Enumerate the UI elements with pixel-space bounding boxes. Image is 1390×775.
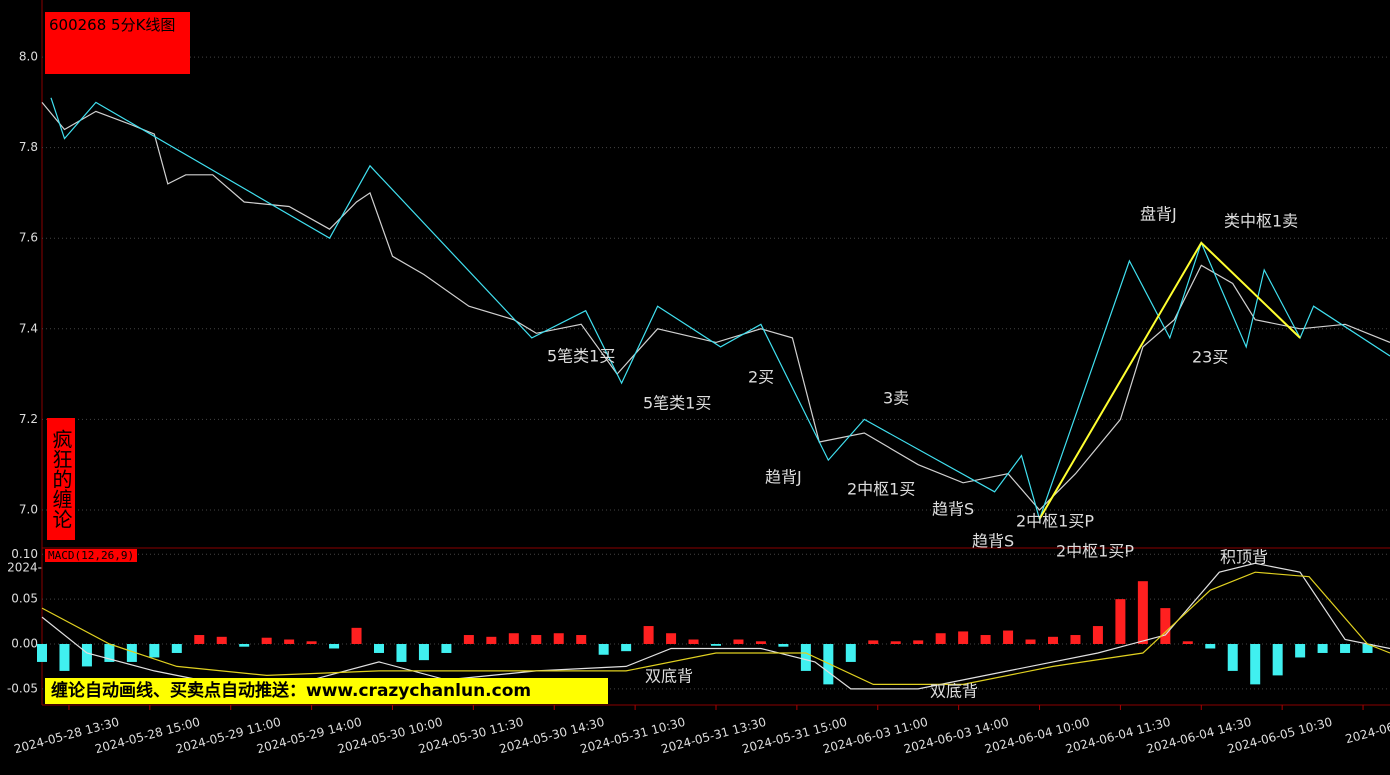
macd-bar bbox=[463, 635, 474, 644]
macd-bar bbox=[37, 643, 47, 662]
macd-bar bbox=[890, 641, 901, 644]
macd-bar bbox=[666, 633, 677, 644]
series-line bbox=[41, 102, 1390, 511]
macd-bar bbox=[486, 636, 497, 644]
macd-bar bbox=[845, 643, 856, 662]
series-line bbox=[41, 571, 1390, 685]
y-tick-label: 7.6 bbox=[19, 231, 38, 245]
annotation: 5笔类1买 bbox=[547, 347, 615, 366]
y-tick-label: 8.0 bbox=[19, 50, 38, 64]
series-line bbox=[1038, 241, 1301, 520]
annotation: 23买 bbox=[1192, 348, 1228, 367]
macd-bar bbox=[1137, 581, 1148, 644]
series-line bbox=[41, 562, 1390, 690]
macd-bar bbox=[508, 633, 519, 644]
banner: 缠论自动画线、买卖点自动推送：www.crazychanlun.com bbox=[45, 678, 608, 704]
macd-bar bbox=[1250, 643, 1261, 685]
annotation: 3卖 bbox=[883, 389, 909, 408]
x-tick-label: 2024-06-05 bbox=[1344, 715, 1390, 747]
macd-title: MACD(12,26,9) bbox=[45, 549, 138, 562]
macd-bar bbox=[778, 643, 789, 647]
annotation: 趋背J bbox=[765, 468, 802, 487]
y-tick-label: 2024- bbox=[7, 561, 42, 575]
macd-bar bbox=[1362, 643, 1373, 653]
macd-bar bbox=[81, 643, 92, 667]
macd-bar bbox=[104, 643, 115, 662]
annotation: 类中枢1卖 bbox=[1224, 212, 1298, 231]
series-line bbox=[50, 97, 1390, 521]
macd-bar bbox=[1092, 626, 1103, 644]
annotation: 趋背S bbox=[972, 532, 1014, 551]
macd-bar bbox=[621, 643, 632, 652]
annotation: 盘背J bbox=[1140, 205, 1177, 224]
macd-bar bbox=[643, 626, 654, 644]
macd-bar bbox=[306, 641, 317, 644]
macd-bar bbox=[913, 640, 924, 644]
macd-bar bbox=[441, 643, 452, 653]
annotation: 2中枢1买P bbox=[1056, 542, 1134, 561]
side-label: 疯狂的缠论 bbox=[47, 418, 75, 540]
macd-bar bbox=[733, 639, 744, 644]
annotation: 2中枢1买 bbox=[847, 480, 915, 499]
macd-bar bbox=[553, 633, 564, 644]
macd-bar bbox=[1272, 643, 1283, 676]
macd-bar bbox=[755, 641, 766, 644]
y-tick-label: 7.2 bbox=[19, 412, 38, 426]
chart-title: 600268 5分K线图 bbox=[45, 12, 190, 74]
macd-bar bbox=[531, 635, 542, 644]
macd-bar bbox=[194, 635, 205, 644]
macd-bar bbox=[284, 639, 295, 644]
macd-bar bbox=[935, 633, 946, 644]
macd-bar bbox=[374, 643, 384, 653]
macd-bar bbox=[1115, 599, 1126, 644]
macd-bar bbox=[868, 640, 879, 644]
macd-bar bbox=[823, 643, 834, 685]
macd-bar bbox=[1160, 608, 1171, 644]
macd-bar bbox=[351, 627, 362, 644]
y-tick-label: 0.10 bbox=[11, 547, 38, 561]
macd-bar bbox=[1025, 639, 1036, 644]
macd-bar bbox=[171, 643, 182, 653]
annotation: 趋背S bbox=[932, 500, 974, 519]
macd-bar bbox=[1227, 643, 1238, 671]
macd-bar bbox=[59, 643, 70, 671]
macd-bar bbox=[958, 631, 969, 644]
macd-bar bbox=[1317, 643, 1328, 653]
macd-bar bbox=[576, 635, 587, 644]
y-tick-label: -0.05 bbox=[7, 681, 38, 695]
macd-bar bbox=[1070, 635, 1081, 644]
macd-bar bbox=[261, 637, 272, 644]
macd-bar bbox=[126, 643, 137, 662]
macd-bar bbox=[800, 643, 811, 671]
y-tick-label: 0.05 bbox=[11, 592, 38, 606]
annotation: 2中枢1买P bbox=[1016, 512, 1094, 531]
macd-bar bbox=[149, 643, 160, 658]
macd-bar bbox=[980, 635, 991, 644]
annotation: 积顶背 bbox=[1220, 548, 1268, 567]
y-tick-label: 0.00 bbox=[11, 636, 38, 650]
macd-bar bbox=[1003, 630, 1014, 644]
y-tick-label: 7.8 bbox=[19, 140, 38, 154]
macd-bar bbox=[329, 643, 340, 649]
macd-bar bbox=[396, 643, 407, 662]
macd-bar bbox=[688, 639, 699, 644]
macd-bar bbox=[1048, 636, 1058, 644]
y-tick-label: 7.0 bbox=[19, 502, 38, 516]
macd-bar bbox=[1340, 643, 1351, 653]
annotation: 双底背 bbox=[645, 667, 693, 686]
macd-bar bbox=[598, 643, 609, 655]
y-tick-label: 7.4 bbox=[19, 321, 38, 335]
macd-bar bbox=[1295, 643, 1306, 658]
macd-bar bbox=[216, 636, 227, 644]
macd-bar bbox=[239, 643, 250, 647]
macd-bar bbox=[418, 643, 429, 661]
macd-bar bbox=[1205, 643, 1216, 649]
macd-bar bbox=[1182, 641, 1193, 644]
annotation: 双底背 bbox=[930, 682, 978, 701]
macd-bar bbox=[711, 643, 721, 646]
annotation: 2买 bbox=[748, 368, 774, 387]
annotation: 5笔类1买 bbox=[643, 394, 711, 413]
